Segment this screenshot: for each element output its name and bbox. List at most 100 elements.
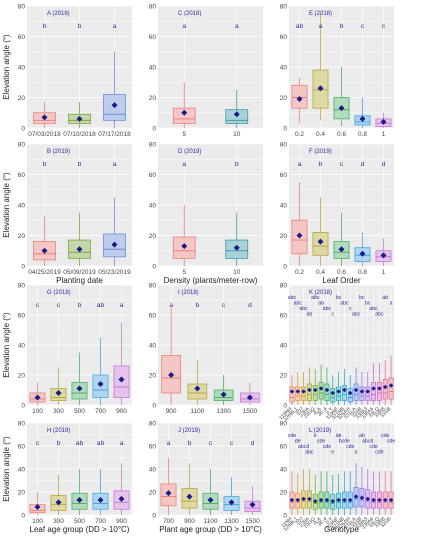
- y-tick-label: 60: [280, 34, 288, 41]
- x-tick-label: 207: [295, 516, 305, 526]
- mean-marker: [76, 246, 83, 253]
- panel-7: 0 20 40 60 80 a 900 b 1100 c 1300 d 1500 I (2018): [149, 283, 263, 415]
- significance-letter: b: [78, 302, 82, 309]
- mean-marker: [194, 385, 201, 392]
- significance-letter: b: [235, 161, 239, 168]
- significance-letter: b: [57, 440, 61, 447]
- mean-marker: [371, 497, 376, 503]
- x-tick-label: 5: [182, 269, 186, 276]
- mean-marker: [41, 114, 48, 121]
- significance-letter: b: [78, 161, 82, 168]
- y-tick-label: 40: [18, 65, 26, 72]
- significance-letter: e: [314, 433, 317, 439]
- x-tick-label: 0.6: [337, 131, 346, 138]
- box-body: [336, 386, 342, 401]
- panel-title: B (2019): [47, 149, 70, 155]
- significance-letter: abc: [375, 312, 384, 318]
- mean-marker: [383, 497, 388, 503]
- mean-marker: [371, 386, 376, 391]
- significance-letter: ab: [382, 295, 388, 301]
- y-axis-label: Elevation angle (°): [2, 172, 11, 238]
- panel-2: 0 20 40 60 80 ab 0.2 a 0.4 b 0.6 c 0.8 c 1 E (2018): [280, 4, 394, 138]
- x-tick-label: 07/03/2018: [28, 131, 61, 138]
- y-tick-label: 40: [280, 203, 288, 210]
- box-body: [359, 386, 365, 401]
- significance-letter: a: [169, 302, 173, 309]
- y-tick-label: 80: [280, 142, 288, 149]
- mean-marker: [34, 394, 41, 401]
- y-tick-label: 40: [149, 467, 157, 474]
- x-tick-label: 0.6: [337, 269, 346, 276]
- y-tick-label: 20: [149, 373, 157, 380]
- mean-marker: [324, 387, 330, 393]
- box-body: [330, 388, 336, 403]
- y-tick-label: 40: [149, 343, 157, 350]
- box-body: [295, 386, 301, 401]
- y-tick-label: 20: [149, 95, 157, 102]
- y-tick-label: 20: [149, 233, 157, 240]
- x-tick-label: 300: [53, 518, 64, 525]
- significance-letter: a: [390, 301, 393, 307]
- y-tick-label: 20: [280, 95, 288, 102]
- panel-title: H (2019): [47, 428, 70, 434]
- significance-letter: c: [36, 302, 40, 309]
- panel-3: 0 20 40 60 80 b 04/25/2019 b 05/09/2019 a 05/23/20…: [18, 142, 132, 276]
- y-tick-label: 20: [18, 490, 26, 497]
- box-body: [376, 382, 382, 401]
- mean-marker: [307, 387, 312, 393]
- significance-letter: b: [43, 161, 47, 168]
- y-tick-label: 80: [280, 421, 288, 428]
- y-tick-label: 80: [149, 283, 157, 290]
- y-tick-label: 0: [283, 126, 287, 133]
- y-tick-label: 80: [149, 421, 157, 428]
- mean-marker: [330, 499, 335, 504]
- x-tick-label: 0.2: [295, 131, 304, 138]
- mean-marker: [359, 389, 365, 394]
- mean-marker: [220, 391, 227, 398]
- y-tick-label: 0: [152, 126, 156, 133]
- x-tick-label: 500: [74, 518, 85, 525]
- mean-marker: [233, 244, 240, 251]
- panel-title: D (2019): [178, 149, 201, 155]
- mean-marker: [97, 381, 104, 387]
- x-tick-label: 0.8: [358, 131, 367, 138]
- mean-marker: [318, 386, 324, 391]
- significance-letter: c: [349, 306, 352, 312]
- y-axis-label: Elevation angle (°): [2, 436, 11, 502]
- panel-title: E (2018): [309, 11, 332, 17]
- panel-4: 0 20 40 60 80 a 5 b 10 D (2019): [149, 142, 263, 276]
- box-body: [382, 379, 388, 400]
- x-tick-label: 700: [95, 408, 106, 415]
- significance-letter: d: [361, 161, 365, 168]
- y-tick-label: 80: [280, 283, 288, 290]
- y-tick-label: 60: [280, 172, 288, 179]
- mean-marker: [313, 387, 318, 393]
- x-tick-label: 3-Y: [324, 406, 334, 416]
- y-tick-label: 60: [149, 444, 157, 451]
- y-tick-label: 80: [18, 421, 26, 428]
- mean-marker: [118, 495, 125, 502]
- mean-marker: [338, 105, 345, 112]
- y-tick-label: 0: [21, 264, 25, 271]
- y-tick-label: 0: [21, 403, 25, 410]
- mean-marker: [55, 390, 62, 396]
- mean-marker: [181, 109, 188, 116]
- significance-letter: cde: [369, 444, 377, 450]
- mean-marker: [76, 385, 83, 392]
- significance-letter: c: [57, 302, 61, 309]
- significance-letter: bc: [336, 295, 342, 301]
- x-tick-label: 0.4: [316, 131, 325, 138]
- x-tick-label: 05/09/2019: [63, 269, 96, 276]
- significance-letter: a: [167, 440, 171, 447]
- significance-letter: abc: [352, 312, 361, 318]
- y-tick-label: 0: [21, 126, 25, 133]
- x-tick-label: 300: [53, 408, 64, 415]
- y-tick-label: 40: [149, 203, 157, 210]
- box-body: [312, 385, 318, 401]
- mean-marker: [76, 497, 83, 504]
- panel-title: J (2019): [178, 428, 200, 434]
- x-tick-label: 0.4: [316, 269, 325, 276]
- mean-marker: [365, 389, 370, 394]
- mean-marker: [388, 383, 394, 388]
- mean-marker: [377, 497, 382, 503]
